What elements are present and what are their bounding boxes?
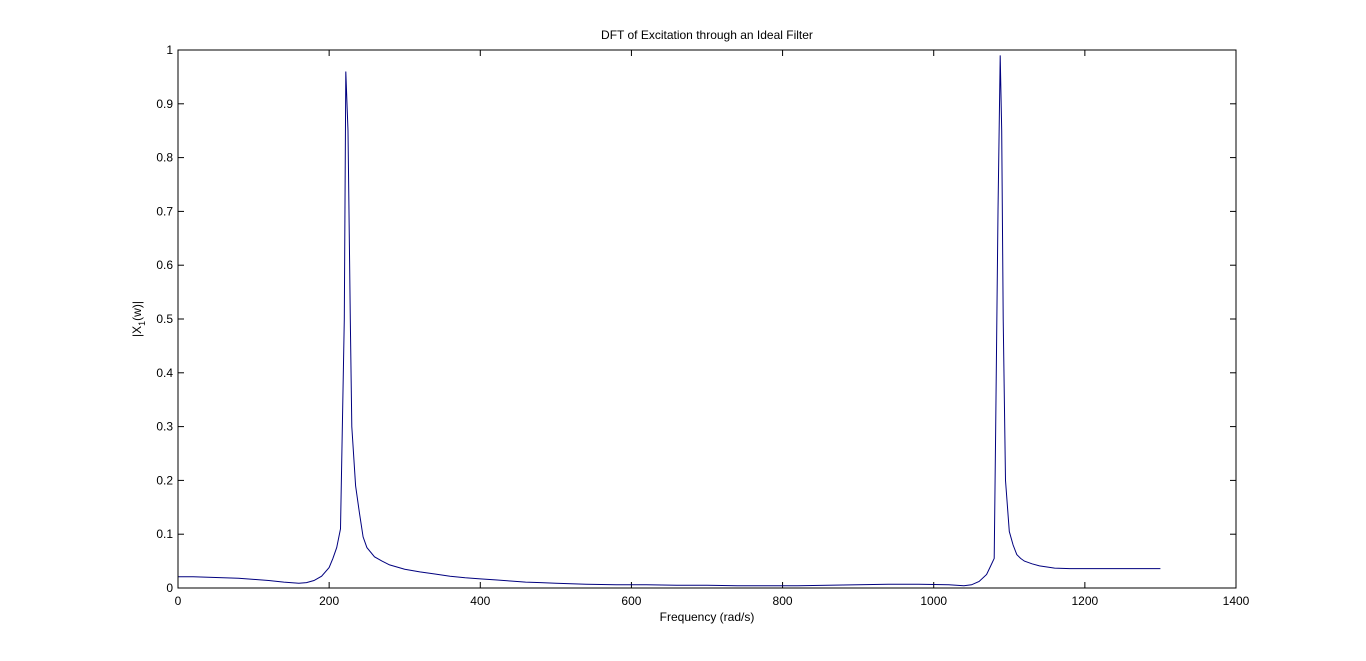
- labels-group: 0 200 400 600 800 1000 1200 1400 0 0.1 0.2 0.3 0.4 0.…: [156, 43, 1249, 608]
- y-tick-label: 0: [166, 581, 173, 595]
- x-tick-label: 1200: [1072, 594, 1099, 608]
- chart-title: DFT of Excitation through an Ideal Filte…: [601, 28, 813, 42]
- y-tick-label: 0.9: [156, 97, 173, 111]
- y-tick-label: 1: [166, 43, 173, 57]
- series-line: [178, 55, 1161, 587]
- x-axis-label: Frequency (rad/s): [660, 610, 755, 624]
- y-tick-label: 0.1: [156, 527, 173, 541]
- y-tick-label: 0.6: [156, 258, 173, 272]
- y-tick-label: 0.2: [156, 473, 173, 487]
- y-tick-label: 0.4: [156, 366, 173, 380]
- y-tick-label: 0.5: [156, 312, 173, 326]
- y-axis-label-main: |X: [130, 326, 144, 337]
- x-tick-label: 200: [319, 594, 339, 608]
- y-axis-label-subscript: 1: [137, 321, 147, 326]
- y-tick-label: 0.8: [156, 151, 173, 165]
- y-axis-label-tail: (w)|: [130, 301, 144, 321]
- x-tick-label: 400: [470, 594, 490, 608]
- x-tick-label: 1400: [1223, 594, 1250, 608]
- y-tick-label: 0.7: [156, 204, 173, 218]
- x-tick-label: 600: [621, 594, 641, 608]
- y-tick-label: 0.3: [156, 420, 173, 434]
- x-tick-label: 800: [773, 594, 793, 608]
- y-axis-label: |X1(w)|: [130, 301, 147, 337]
- axes-background: [178, 50, 1236, 588]
- x-tick-label: 1000: [920, 594, 947, 608]
- axes-frame: [177, 49, 1237, 589]
- x-tick-label: 0: [175, 594, 182, 608]
